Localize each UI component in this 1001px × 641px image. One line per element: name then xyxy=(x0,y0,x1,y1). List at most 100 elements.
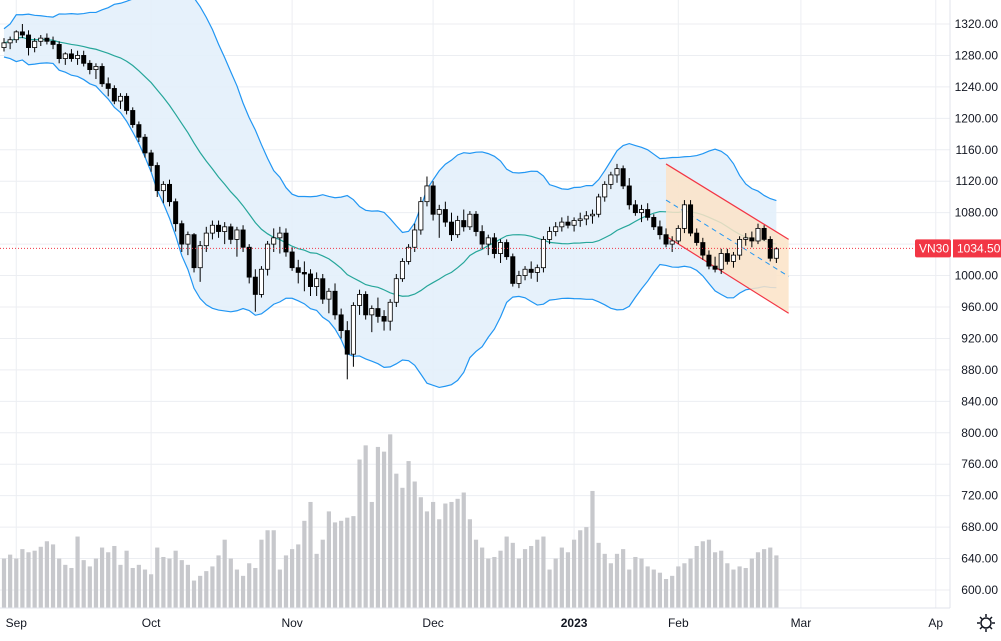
volume-bar xyxy=(510,542,515,608)
y-tick-label: 1280.00 xyxy=(955,48,999,62)
candle-up xyxy=(596,196,602,215)
candle-up xyxy=(516,275,522,284)
candle-up xyxy=(639,209,645,214)
volume-bar xyxy=(253,567,258,608)
bollinger-fill xyxy=(4,0,777,388)
channel-mid-line xyxy=(665,199,789,277)
candle-up xyxy=(357,294,363,306)
candle-down xyxy=(81,55,87,64)
candle-down xyxy=(142,136,148,154)
volume-bar xyxy=(731,569,736,608)
candle-up xyxy=(117,95,123,102)
candle-up xyxy=(547,231,553,240)
candle-down xyxy=(491,237,497,254)
candle-down xyxy=(105,83,111,89)
candle-up xyxy=(399,261,405,280)
y-tick-label: 640.00 xyxy=(961,552,998,566)
candle-down xyxy=(26,34,32,48)
volume-bar xyxy=(149,574,154,608)
volume-bar xyxy=(590,490,595,608)
axes[interactable]: 600.00 640.00 680.00 720.00 760.00 800.00 840.… xyxy=(0,0,998,630)
candle-up xyxy=(737,238,743,256)
volume-bar xyxy=(437,519,442,608)
volume-bar xyxy=(222,539,227,608)
candle-down xyxy=(706,254,712,267)
volume-bar xyxy=(87,566,92,608)
volume-bar xyxy=(400,487,405,608)
price-tags: VN30 1034.50 xyxy=(915,239,1001,258)
volume-bar xyxy=(682,563,687,608)
volume-bar xyxy=(645,566,650,608)
volume-bar xyxy=(26,552,31,608)
y-tick-label: 960.00 xyxy=(961,300,998,314)
candle-up xyxy=(669,240,675,245)
volume-bar xyxy=(142,569,148,608)
volume-bar xyxy=(578,530,583,608)
volume-bar xyxy=(130,567,135,608)
candle-up xyxy=(277,232,283,239)
volume-bar xyxy=(688,558,693,608)
volume-bar xyxy=(455,498,460,608)
candle-down xyxy=(663,234,669,245)
y-tick-label: 840.00 xyxy=(961,394,998,408)
volume-bar xyxy=(179,560,184,608)
candle-up xyxy=(387,301,393,322)
candle-up xyxy=(718,253,724,270)
candle-down xyxy=(295,267,301,273)
channel-upper-line xyxy=(665,163,789,240)
candle-up xyxy=(1,42,7,48)
chart-settings-button[interactable] xyxy=(977,614,995,632)
volume-bar xyxy=(412,481,417,608)
candle-down xyxy=(307,273,313,287)
volume-bar xyxy=(553,558,558,608)
candle-down xyxy=(179,223,185,245)
volume-bar xyxy=(498,550,503,608)
candle-down xyxy=(375,308,381,317)
volume-bar xyxy=(81,560,86,608)
y-tick-label: 680.00 xyxy=(961,520,998,534)
volume-bar xyxy=(8,554,13,608)
volume-bar xyxy=(124,550,129,608)
volume-bar xyxy=(247,563,252,608)
volume-bar xyxy=(394,473,399,608)
volume-bar xyxy=(762,549,767,608)
candle-up xyxy=(393,278,399,303)
gear-icon-teeth xyxy=(977,614,995,632)
volume-bar xyxy=(657,572,663,608)
volume-bar xyxy=(290,549,295,608)
volume-bar xyxy=(320,539,325,608)
candle-down xyxy=(461,220,467,228)
volume-bar xyxy=(614,553,620,608)
candle-down xyxy=(130,110,136,126)
volume-bar xyxy=(32,550,37,608)
candle-down xyxy=(246,246,252,278)
symbol-tag-label: VN30 xyxy=(919,241,949,255)
symbol-tag xyxy=(915,239,951,258)
volume-bar xyxy=(768,547,773,608)
volume-bar xyxy=(369,501,374,608)
candle-up xyxy=(418,201,424,231)
volume-bar xyxy=(363,445,368,608)
candle-up xyxy=(265,243,271,270)
volume-bar xyxy=(651,569,656,608)
volume-bar xyxy=(302,520,307,608)
bollinger-lower xyxy=(3,56,777,389)
candle-down xyxy=(448,221,454,236)
volume-bar xyxy=(44,541,50,608)
x-tick-label: Ap xyxy=(928,616,943,630)
candle-up xyxy=(412,229,418,248)
candle-up xyxy=(608,174,614,185)
candle-up xyxy=(93,66,99,70)
volume-bar xyxy=(283,555,289,608)
regression-channel xyxy=(665,163,789,314)
volume-bar xyxy=(627,569,632,608)
candle-down xyxy=(56,44,62,59)
candle-down xyxy=(363,294,369,316)
candle-up xyxy=(436,209,442,215)
gear-icon[interactable] xyxy=(980,617,992,629)
candle-up xyxy=(185,234,191,245)
candle-up xyxy=(534,267,540,273)
candle-up xyxy=(553,226,559,232)
volume-bar xyxy=(99,547,105,608)
volume-bar xyxy=(522,549,528,608)
